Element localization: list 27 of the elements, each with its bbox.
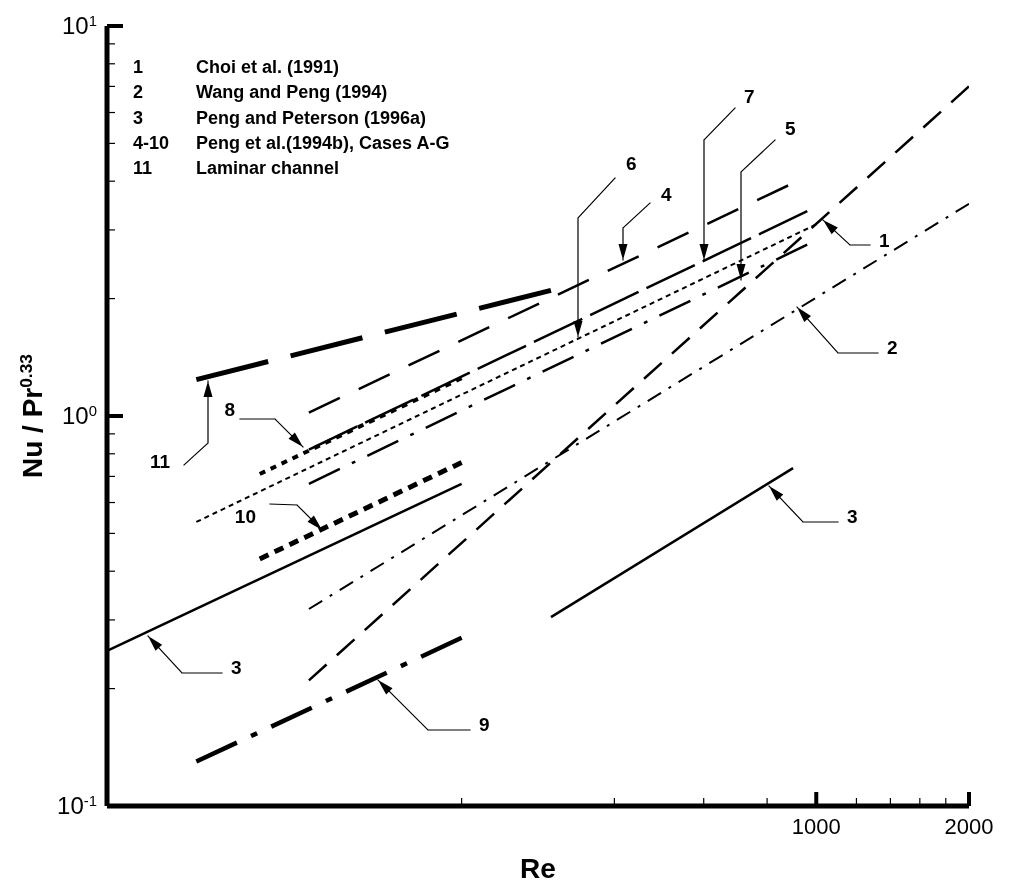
annotation: 3	[133, 107, 144, 128]
annotation: 4	[661, 184, 672, 206]
y-tick-label: 10$^{-1}$	[57, 792, 97, 819]
annotation: 11	[133, 158, 153, 179]
text: Choi et al. (1991)	[196, 57, 340, 77]
x-tick-label: 1000	[791, 814, 841, 839]
annotation: 10	[234, 506, 256, 528]
y-tick-label: 10$^{0}$	[62, 402, 97, 429]
text: Wang and Peng (1994)	[196, 82, 388, 103]
annotation: 3	[231, 657, 242, 679]
text: 3	[847, 506, 858, 528]
annotation: 6	[626, 153, 637, 175]
y-tick-label: 10$^{1}$	[62, 12, 97, 39]
annotation: 7	[744, 86, 755, 108]
text: 1	[879, 230, 890, 252]
annotation: 1	[133, 57, 144, 77]
annotation: 8	[224, 399, 235, 421]
annotation: 9	[479, 714, 490, 736]
x-tick-label: 2000	[944, 814, 994, 839]
text: 2	[887, 337, 898, 359]
text: Laminar channel	[196, 158, 340, 179]
text: Peng and Peterson (1996a)	[196, 107, 427, 128]
annotation: 5	[785, 118, 796, 140]
text: 11	[149, 451, 170, 473]
text: 4-10 Peng et al.(1994b), Cases A-G	[133, 132, 450, 153]
annotation: 2	[133, 82, 144, 103]
x-axis-title: Re	[520, 853, 556, 884]
